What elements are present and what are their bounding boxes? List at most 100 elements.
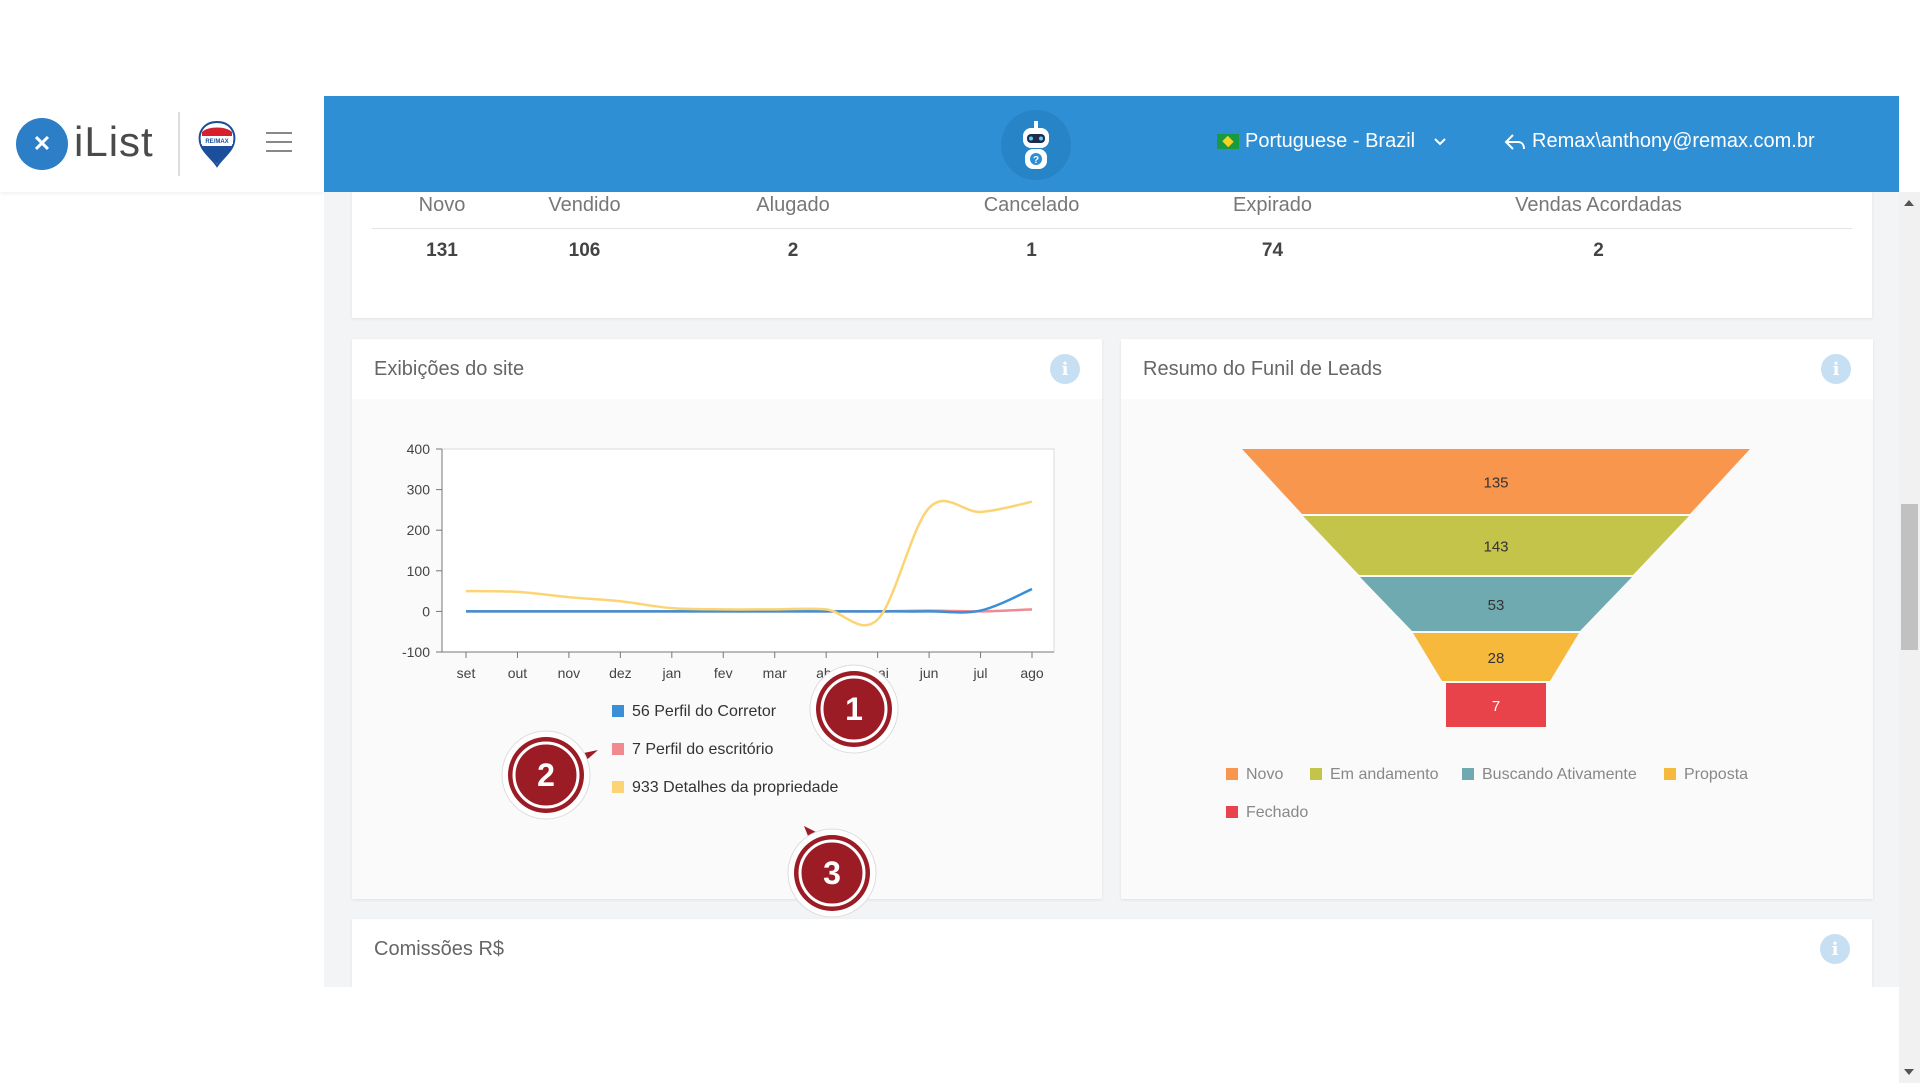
legend-label-1: 7 Perfil do escritório [632, 741, 773, 758]
remax-balloon-icon: RE/MAX [198, 120, 236, 168]
series-line-2 [465, 499, 1033, 627]
x-tick-label: jun [919, 665, 939, 681]
stat-value-vendas-acordadas: 2 [1593, 240, 1604, 261]
page-scrollbar[interactable] [1899, 192, 1920, 1083]
menu-toggle-button[interactable] [266, 132, 292, 152]
site-views-card: Exibições do site i 400 300 200 100 0 -100 set… [352, 339, 1102, 899]
logo-area: ✕ iList RE/MAX [0, 96, 324, 192]
callout-3-label: 3 [823, 855, 841, 891]
x-tick-label: out [508, 665, 528, 681]
ilist-logo-text: iList [74, 118, 154, 165]
brazil-flag-icon [1217, 134, 1239, 149]
stat-header-novo: Novo [418, 194, 466, 216]
tutorial-callout-2: 2 [501, 730, 598, 820]
commissions-card: Comissões R$ i [352, 919, 1872, 987]
callout-1-label: 1 [845, 691, 863, 727]
stat-value-cancelado: 1 [1026, 240, 1037, 261]
stat-value-vendido: 106 [568, 240, 601, 261]
listing-status-card: Novo Vendido Alugado Cancelado Expirado … [352, 192, 1872, 318]
stat-header-expirado: Expirado [1233, 194, 1312, 216]
funnel-segment-1 [1303, 516, 1689, 575]
lead-funnel-card: Resumo do Funil de Leads i 135 143 53 28 7 No… [1121, 339, 1873, 899]
stat-header-alugado: Alugado [756, 194, 830, 216]
stat-header-vendido: Vendido [548, 194, 621, 216]
funnel-value-3: 28 [1488, 650, 1505, 667]
funnel-legend-swatch-4 [1226, 806, 1238, 818]
remax-logo-lettering: RE/MAX [205, 139, 228, 145]
funnel-value-1: 143 [1483, 539, 1508, 556]
lead-funnel-header: Resumo do Funil de Leads i [1121, 339, 1873, 399]
y-tick-label: 100 [407, 563, 431, 579]
tutorial-callout-1: 1 [809, 664, 899, 754]
y-tick-label: 0 [422, 603, 430, 619]
stat-header-cancelado: Cancelado [983, 194, 1080, 216]
funnel-value-2: 53 [1488, 597, 1505, 614]
user-email: Remax\anthony@remax.com.br [1532, 130, 1815, 152]
stat-value-alugado: 2 [787, 240, 799, 261]
funnel-legend-swatch-3 [1664, 768, 1676, 780]
legend-label-0: 56 Perfil do Corretor [632, 703, 777, 720]
stats-divider [372, 228, 1852, 229]
funnel-segment-3 [1413, 633, 1579, 681]
y-tick-label: 400 [407, 441, 431, 457]
lead-funnel-title: Resumo do Funil de Leads [1143, 357, 1383, 380]
dashboard-content: Novo Vendido Alugado Cancelado Expirado … [324, 192, 1899, 987]
x-tick-label: jul [973, 665, 988, 681]
robot-icon: ? [1023, 121, 1049, 169]
x-tick-label: mar [763, 665, 787, 681]
commissions-title: Comissões R$ [374, 937, 505, 960]
legend-swatch-1 [612, 743, 624, 755]
user-menu[interactable]: Remax\anthony@remax.com.br [1504, 130, 1815, 153]
site-views-header: Exibições do site i [352, 339, 1102, 399]
svg-text:?: ? [1033, 155, 1039, 166]
x-tick-label: ago [1020, 665, 1044, 681]
x-tick-label: set [457, 665, 476, 681]
scroll-up-arrow-icon[interactable] [1904, 200, 1914, 206]
reply-arrow-icon [1504, 133, 1525, 150]
callout-2-label: 2 [537, 757, 555, 793]
funnel-value-0: 135 [1483, 475, 1508, 492]
funnel-legend-label-0: Novo [1246, 766, 1283, 783]
funnel-value-4: 7 [1492, 698, 1500, 715]
stat-value-expirado: 74 [1261, 240, 1284, 261]
stat-value-novo: 131 [426, 240, 458, 261]
funnel-legend-swatch-0 [1226, 768, 1238, 780]
funnel-segment-4 [1446, 683, 1546, 727]
x-tick-label: jan [661, 665, 681, 681]
funnel-legend-label-2: Buscando Ativamente [1482, 766, 1637, 783]
ilist-logo-icon: ✕ [16, 118, 68, 170]
series-line-0 [465, 587, 1033, 614]
funnel-segment-0 [1242, 449, 1750, 514]
funnel-legend-label-4: Fechado [1246, 804, 1308, 821]
funnel-segment-2 [1360, 577, 1632, 631]
commissions-info-icon[interactable]: i [1820, 934, 1850, 964]
x-tick-label: nov [558, 665, 581, 681]
lead-funnel-info-icon[interactable]: i [1821, 354, 1851, 384]
lead-funnel-chart: 135 143 53 28 7 Novo Em andamento Buscando Ativ… [1121, 399, 1873, 899]
legend-label-2: 933 Detalhes da propriedade [632, 779, 838, 796]
chevron-down-icon [1434, 137, 1446, 145]
funnel-legend-label-1: Em andamento [1330, 766, 1439, 783]
scroll-down-arrow-icon[interactable] [1904, 1069, 1914, 1075]
x-tick-label: fev [714, 665, 733, 681]
y-tick-label: 300 [407, 482, 431, 498]
plot-area [441, 448, 1055, 653]
site-views-title: Exibições do site [374, 357, 525, 380]
top-header: ? Portuguese - Brazil Remax\anthony@rema… [324, 96, 1899, 192]
hamburger-icon [266, 132, 292, 134]
legend-swatch-2 [612, 781, 624, 793]
site-views-info-icon[interactable]: i [1050, 354, 1080, 384]
scrollbar-thumb[interactable] [1901, 504, 1918, 650]
stats-header-row: Novo Vendido Alugado Cancelado Expirado … [372, 194, 1852, 217]
funnel-legend-swatch-2 [1462, 768, 1474, 780]
stats-value-row: 131 106 2 1 74 2 [372, 240, 1852, 262]
assistant-bot-button[interactable]: ? [1001, 110, 1071, 180]
y-tick-label: 200 [407, 522, 431, 538]
tutorial-callout-3: 3 [787, 826, 877, 918]
logo-separator [178, 112, 180, 176]
y-tick-label: -100 [402, 644, 430, 660]
commissions-header: Comissões R$ i [352, 919, 1872, 979]
app-shell: ✕ iList RE/MAX [0, 96, 1920, 1083]
language-selector[interactable]: Portuguese - Brazil [1217, 130, 1447, 153]
